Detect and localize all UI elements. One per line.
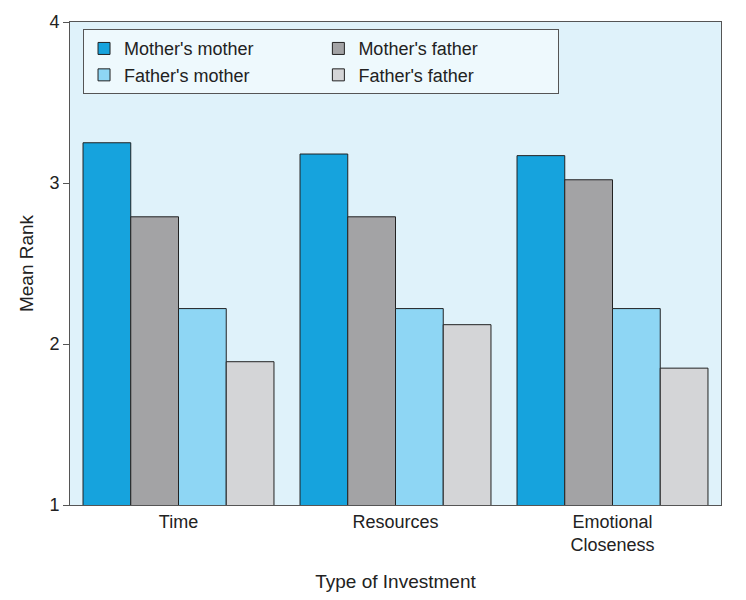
svg-text:Father's father: Father's father xyxy=(358,66,474,86)
svg-text:Resources: Resources xyxy=(352,512,438,532)
svg-text:3: 3 xyxy=(49,173,59,193)
svg-text:Time: Time xyxy=(159,512,198,532)
svg-text:1: 1 xyxy=(49,495,59,515)
svg-text:Type of Investment: Type of Investment xyxy=(315,571,476,592)
svg-text:Mean Rank: Mean Rank xyxy=(16,214,37,312)
svg-text:Mother's mother: Mother's mother xyxy=(124,39,253,59)
svg-text:Father's mother: Father's mother xyxy=(124,66,249,86)
svg-text:Mother's father: Mother's father xyxy=(358,39,478,59)
svg-text:4: 4 xyxy=(49,12,59,32)
svg-text:EmotionalCloseness: EmotionalCloseness xyxy=(570,512,654,555)
svg-text:2: 2 xyxy=(49,334,59,354)
